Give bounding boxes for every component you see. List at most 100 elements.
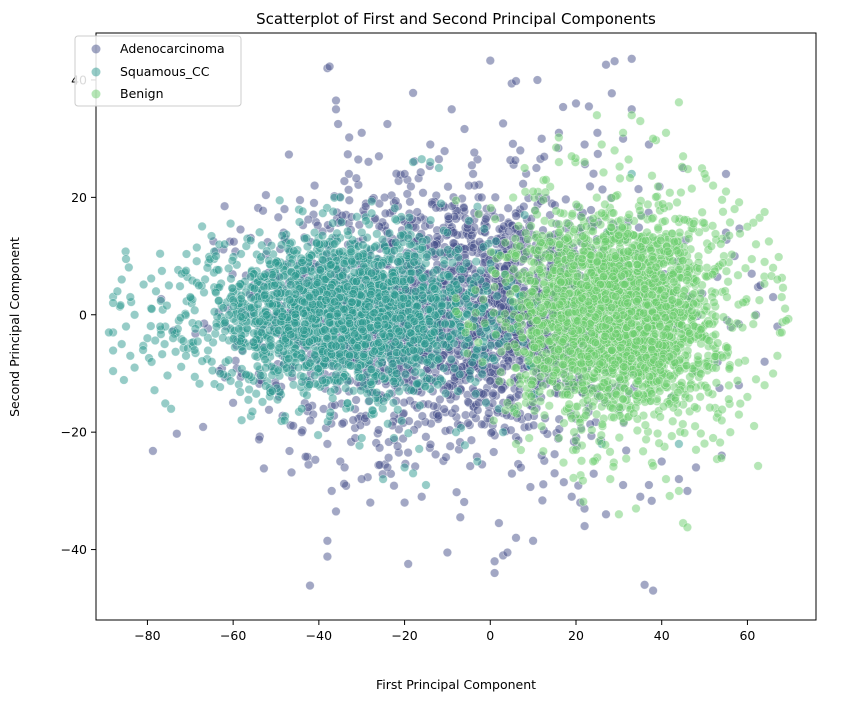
data-point-squamous-cc <box>398 348 408 358</box>
data-point-adenocarcinoma <box>488 388 498 398</box>
data-point-squamous-cc <box>211 322 222 332</box>
data-point-squamous-cc <box>277 230 287 241</box>
data-point-adenocarcinoma <box>344 169 354 179</box>
data-point-adenocarcinoma <box>382 462 393 473</box>
data-point-squamous-cc <box>151 286 161 296</box>
data-point-adenocarcinoma <box>399 397 409 408</box>
data-point-adenocarcinoma <box>357 474 367 484</box>
data-point-squamous-cc <box>266 341 276 351</box>
data-point-squamous-cc <box>326 260 336 270</box>
data-point-squamous-cc <box>328 393 338 403</box>
data-point-squamous-cc <box>406 275 416 285</box>
data-point-adenocarcinoma <box>549 449 560 459</box>
data-point-adenocarcinoma <box>303 214 313 225</box>
data-point-squamous-cc <box>422 357 432 367</box>
data-point-squamous-cc <box>271 258 281 268</box>
data-point-benign <box>478 294 488 305</box>
data-point-squamous-cc <box>332 309 343 319</box>
data-point-adenocarcinoma <box>353 154 363 165</box>
data-point-adenocarcinoma <box>295 195 305 205</box>
data-point-squamous-cc <box>286 330 296 340</box>
data-point-squamous-cc <box>203 345 213 356</box>
data-point-adenocarcinoma <box>417 411 427 421</box>
data-point-adenocarcinoma <box>443 212 453 222</box>
data-point-squamous-cc <box>317 375 328 386</box>
data-point-squamous-cc <box>404 212 414 223</box>
data-point-squamous-cc <box>420 339 430 349</box>
data-point-adenocarcinoma <box>228 398 238 408</box>
series-benign <box>451 97 794 532</box>
data-point-adenocarcinoma <box>537 134 547 144</box>
data-point-squamous-cc <box>478 242 489 252</box>
data-point-squamous-cc <box>255 227 265 237</box>
data-point-squamous-cc <box>409 316 419 326</box>
data-point-adenocarcinoma <box>593 149 603 159</box>
data-point-squamous-cc <box>441 388 451 399</box>
data-point-squamous-cc <box>130 310 140 320</box>
data-point-squamous-cc <box>171 347 181 357</box>
data-point-squamous-cc <box>272 288 282 298</box>
data-point-adenocarcinoma <box>627 54 637 64</box>
data-point-adenocarcinoma <box>374 425 384 435</box>
data-point-squamous-cc <box>440 319 450 329</box>
data-point-squamous-cc <box>234 324 244 334</box>
data-point-squamous-cc <box>286 258 296 268</box>
data-point-adenocarcinoma <box>473 405 483 415</box>
data-point-adenocarcinoma <box>235 224 246 235</box>
data-point-adenocarcinoma <box>647 496 657 506</box>
data-point-squamous-cc <box>185 292 195 302</box>
data-point-squamous-cc <box>117 274 127 285</box>
data-point-adenocarcinoma <box>586 205 596 215</box>
data-point-squamous-cc <box>108 366 118 376</box>
data-point-squamous-cc <box>342 398 353 408</box>
data-point-adenocarcinoma <box>459 124 470 134</box>
data-point-squamous-cc <box>425 317 435 327</box>
data-point-squamous-cc <box>192 256 202 266</box>
data-point-squamous-cc <box>341 383 351 393</box>
data-point-squamous-cc <box>381 246 391 256</box>
data-point-squamous-cc <box>282 363 292 373</box>
data-point-squamous-cc <box>354 441 365 451</box>
data-point-squamous-cc <box>436 300 447 310</box>
data-point-squamous-cc <box>390 276 401 286</box>
data-point-squamous-cc <box>249 283 260 294</box>
data-point-adenocarcinoma <box>405 197 415 207</box>
data-point-squamous-cc <box>277 312 287 322</box>
data-point-squamous-cc <box>299 325 309 335</box>
data-point-squamous-cc <box>403 428 414 438</box>
data-point-adenocarcinoma <box>538 479 548 489</box>
data-point-adenocarcinoma <box>229 237 239 247</box>
data-point-squamous-cc <box>498 427 508 437</box>
data-point-adenocarcinoma <box>455 512 465 522</box>
data-point-squamous-cc <box>347 297 357 307</box>
data-point-adenocarcinoma <box>331 104 341 114</box>
data-point-squamous-cc <box>298 308 309 318</box>
data-point-squamous-cc <box>383 419 393 429</box>
data-point-squamous-cc <box>198 327 208 338</box>
data-point-squamous-cc <box>388 359 398 369</box>
data-point-squamous-cc <box>519 210 530 220</box>
data-point-squamous-cc <box>155 321 165 332</box>
data-point-adenocarcinoma <box>648 585 658 596</box>
data-point-squamous-cc <box>408 345 418 356</box>
chart-title: Scatterplot of First and Second Principa… <box>256 10 656 28</box>
data-point-adenocarcinoma <box>403 448 413 458</box>
data-point-benign <box>621 454 631 464</box>
data-point-squamous-cc <box>162 370 173 381</box>
data-point-squamous-cc <box>246 235 256 245</box>
data-point-squamous-cc <box>374 337 384 348</box>
data-point-squamous-cc <box>352 343 362 353</box>
data-point-squamous-cc <box>259 282 269 292</box>
data-point-adenocarcinoma <box>344 195 354 205</box>
data-point-squamous-cc <box>302 242 313 252</box>
data-point-benign <box>653 181 663 192</box>
data-point-squamous-cc <box>227 256 237 266</box>
data-point-squamous-cc <box>432 341 442 351</box>
data-point-adenocarcinoma <box>584 101 594 111</box>
data-point-squamous-cc <box>408 157 418 167</box>
data-point-squamous-cc <box>211 251 221 261</box>
data-point-squamous-cc <box>366 364 377 374</box>
data-point-squamous-cc <box>215 382 225 392</box>
data-point-adenocarcinoma <box>374 151 384 161</box>
points-layer <box>104 54 794 596</box>
